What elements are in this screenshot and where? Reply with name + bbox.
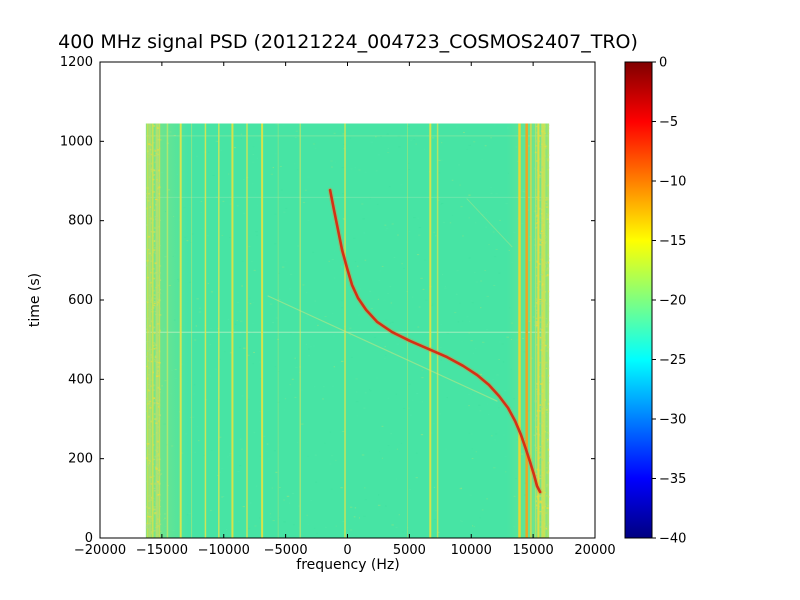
x-tick-label: 10000 [451,543,492,558]
x-tick-label: −10000 [198,543,250,558]
y-tick-label: 400 [68,372,93,387]
colorbar: 0 −5 −10 −15 −20 −25 −30 −35 −40 [624,56,686,547]
doppler-track [328,188,542,494]
x-tick-label: −5000 [264,543,308,558]
colorbar-tick-label: −35 [659,472,686,487]
spectrogram-data [145,123,550,538]
y-axis-label: time (s) [27,272,43,328]
y-tick-label: 1000 [60,134,93,149]
colorbar-tick-label: −5 [659,115,678,130]
horizontal-stripe [145,196,550,198]
noise-floor [145,123,550,538]
colorbar-tick-label: −25 [659,353,686,368]
colorbar-tick-label: −30 [659,413,686,428]
faint-doppler-track [267,295,498,402]
colorbar-tick-label: −15 [659,234,686,249]
colorbar-tick-label: −20 [659,294,686,309]
y-tick-label: 200 [68,452,93,467]
colorbar-tick-label: −10 [659,175,686,190]
chart-title: 400 MHz signal PSD (20121224_004723_COSM… [58,31,638,53]
horizontal-stripe [145,135,550,137]
x-tick-label: 15000 [512,543,553,558]
x-tick-label: 0 [343,543,351,558]
colorbar-tick-label: −40 [659,532,686,547]
x-axis-label: frequency (Hz) [296,557,400,573]
colorbar-tick-label: 0 [659,56,667,71]
y-tick-label: 600 [68,293,93,308]
x-tick-label: 5000 [393,543,426,558]
y-tick-label: 0 [85,531,93,546]
colorbar-gradient [624,61,653,539]
faint-doppler-track [466,198,513,248]
x-tick-label: −15000 [136,543,188,558]
y-tick-label: 800 [68,214,93,229]
x-tick-label: 20000 [574,543,615,558]
axes: −20000 −15000 −10000 −5000 0 5000 10000 15000 20… [60,55,616,558]
y-tick-label: 1200 [60,55,93,70]
x-tick-label: −20000 [74,543,126,558]
